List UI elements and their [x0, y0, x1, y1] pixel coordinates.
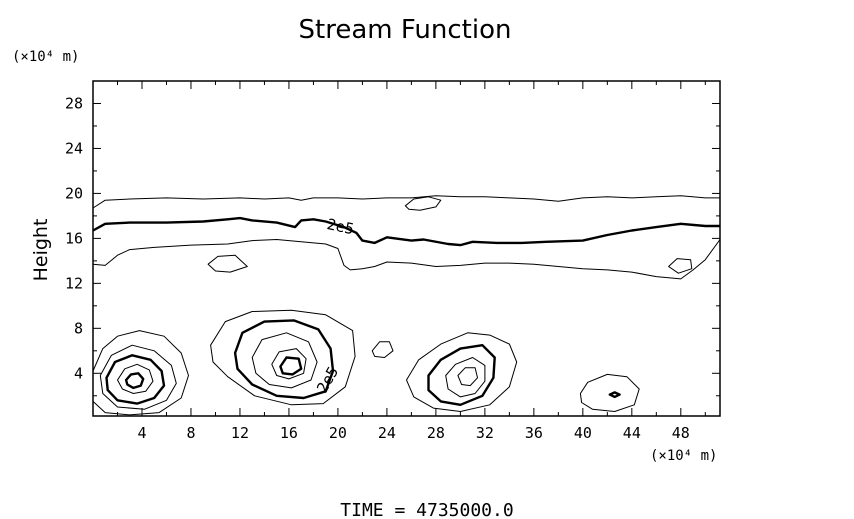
y-tick-label: 28 — [65, 94, 83, 112]
contour-line — [371, 341, 394, 358]
y-tick-label: 12 — [65, 274, 83, 292]
contour-line — [445, 357, 486, 398]
contour-label: 2e5 — [313, 364, 342, 396]
chart-title: Stream Function — [299, 15, 512, 45]
y-tick-label: 4 — [74, 364, 83, 382]
time-footer: TIME = 4735000.0 — [340, 500, 513, 519]
contour-line — [92, 239, 721, 280]
y-tick-label: 20 — [65, 184, 83, 202]
contour-line — [117, 363, 154, 394]
axis-ticks — [93, 81, 720, 416]
contour-line — [124, 372, 145, 390]
contour-line — [406, 332, 518, 412]
contour-line — [105, 354, 166, 405]
contour-line — [92, 195, 720, 209]
y-axis-title: Height — [30, 219, 52, 282]
x-tick-label: 4 — [137, 424, 146, 442]
contour-line — [608, 391, 621, 399]
x-tick-label: 28 — [427, 424, 445, 442]
contour-line — [251, 332, 318, 389]
x-tick-label: 20 — [329, 424, 347, 442]
contour-line — [92, 216, 720, 247]
x-tick-label: 12 — [231, 424, 249, 442]
y-axis-unit-label: (×10⁴ m) — [12, 49, 79, 65]
x-tick-labels: 4 8 12 16 20 24 28 32 36 40 44 48 — [137, 424, 689, 442]
x-tick-label: 24 — [378, 424, 396, 442]
contour-value-labels: 2e5 2e5 — [313, 215, 355, 396]
contour-line — [271, 348, 307, 380]
x-tick-label: 36 — [525, 424, 543, 442]
x-tick-label: 32 — [476, 424, 494, 442]
contour-label: 2e5 — [325, 215, 355, 238]
contour-line — [92, 330, 189, 416]
x-tick-label: 16 — [280, 424, 298, 442]
y-tick-label: 8 — [74, 319, 83, 337]
x-tick-label: 40 — [574, 424, 592, 442]
contour-line — [99, 344, 177, 410]
y-tick-label: 24 — [65, 139, 83, 157]
contour-line — [210, 309, 356, 406]
contour-line — [404, 196, 442, 211]
contour-line — [457, 367, 478, 387]
contour-line — [427, 344, 496, 406]
x-tick-label: 48 — [672, 424, 690, 442]
contour-line — [668, 258, 693, 274]
y-tick-labels: 4 8 12 16 20 24 28 — [65, 94, 83, 382]
contour-lines — [92, 195, 721, 416]
y-tick-label: 16 — [65, 229, 83, 247]
x-tick-label: 8 — [186, 424, 195, 442]
contour-line — [233, 319, 335, 400]
contour-line — [579, 373, 640, 412]
contour-line — [279, 356, 303, 376]
plot-frame — [92, 80, 721, 417]
x-axis-unit-label: (×10⁴ m) — [650, 448, 717, 464]
x-tick-label: 44 — [623, 424, 641, 442]
contour-line — [207, 254, 248, 273]
